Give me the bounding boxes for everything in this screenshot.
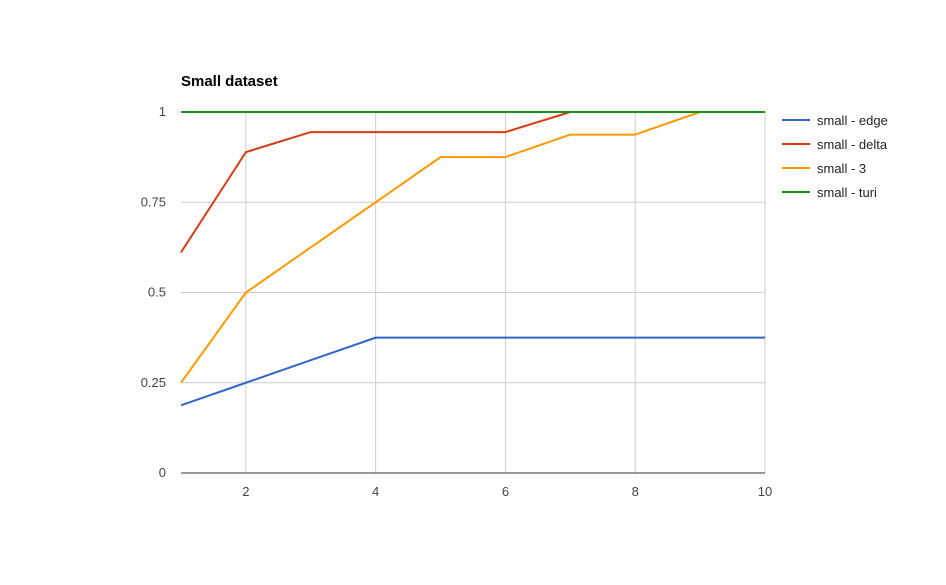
series-line-small-edge	[180, 336, 765, 407]
y-tick-label: 0.75	[141, 194, 166, 209]
series-lines	[180, 111, 765, 407]
x-tick-label: 4	[372, 484, 379, 499]
y-tick-label: 0.25	[141, 375, 166, 390]
x-tick-label: 2	[242, 484, 249, 499]
y-tick-label: 0.5	[148, 285, 166, 300]
legend-label: small - delta	[817, 137, 888, 152]
legend: small - edge small - delta small - 3 small …	[782, 113, 888, 200]
legend-label: small - 3	[817, 161, 866, 176]
axes: 0 0.25 0.5 0.75 1 2 4 6 8 10	[141, 104, 773, 499]
series-line-small-3	[180, 111, 765, 384]
x-tick-label: 8	[632, 484, 639, 499]
y-tick-label: 0	[159, 465, 166, 480]
series-line-small-delta	[180, 111, 765, 253]
gridlines	[181, 111, 766, 473]
x-tick-label: 6	[502, 484, 509, 499]
x-tick-label: 10	[758, 484, 772, 499]
chart-title: Small dataset	[181, 73, 278, 90]
legend-label: small - turi	[817, 185, 877, 200]
y-tick-label: 1	[159, 104, 166, 119]
legend-label: small - edge	[817, 113, 888, 128]
